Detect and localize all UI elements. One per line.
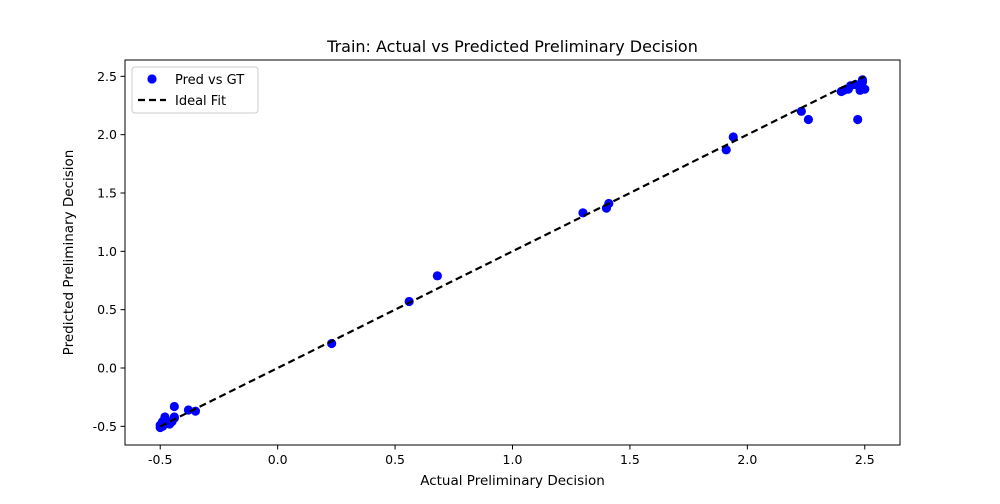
scatter-point (432, 271, 442, 281)
scatter-point (853, 114, 863, 125)
x-tick-label: 0.5 (385, 452, 405, 467)
x-tick-label: 2.0 (737, 452, 757, 467)
x-tick-label: 1.5 (620, 452, 640, 467)
scatter-point (169, 401, 179, 412)
y-tick-label: 0.5 (97, 302, 117, 317)
legend: Pred vs GT Ideal Fit (131, 66, 259, 114)
axis-ticks: -0.5 0.0 0.5 1.0 1.5 2.0 2.5 -0.5 0.0 0.5 1.0 1.5 2.… (93, 69, 875, 467)
scatter-point (803, 114, 814, 125)
legend-box (131, 66, 259, 114)
x-axis-label: Actual Preliminary Decision (420, 473, 605, 489)
scatter-point (860, 84, 870, 94)
legend-label-pred-vs-gt: Pred vs GT (175, 73, 244, 88)
x-tick-label: -0.5 (148, 452, 172, 467)
legend-marker-pred-vs-gt (147, 74, 157, 84)
x-tick-label: 1.0 (503, 452, 523, 467)
chart-marks (155, 75, 870, 433)
y-axis-label: Predicted Preliminary Decision (61, 150, 77, 356)
x-tick-label: 0.0 (268, 452, 288, 467)
scatter-point (578, 208, 588, 218)
y-tick-label: 1.5 (97, 186, 117, 201)
scatter-point (796, 106, 806, 116)
y-tick-label: 1.0 (97, 244, 117, 259)
x-tick-label: 2.5 (855, 452, 875, 467)
ideal-fit-line (159, 75, 866, 428)
y-tick-label: 2.0 (97, 127, 117, 142)
y-tick-label: 2.5 (97, 69, 117, 84)
y-tick-label: -0.5 (93, 419, 117, 434)
y-tick-label: 0.0 (97, 361, 117, 376)
legend-label-ideal-fit: Ideal Fit (175, 94, 226, 109)
chart-title: Train: Actual vs Predicted Preliminary D… (326, 37, 698, 56)
